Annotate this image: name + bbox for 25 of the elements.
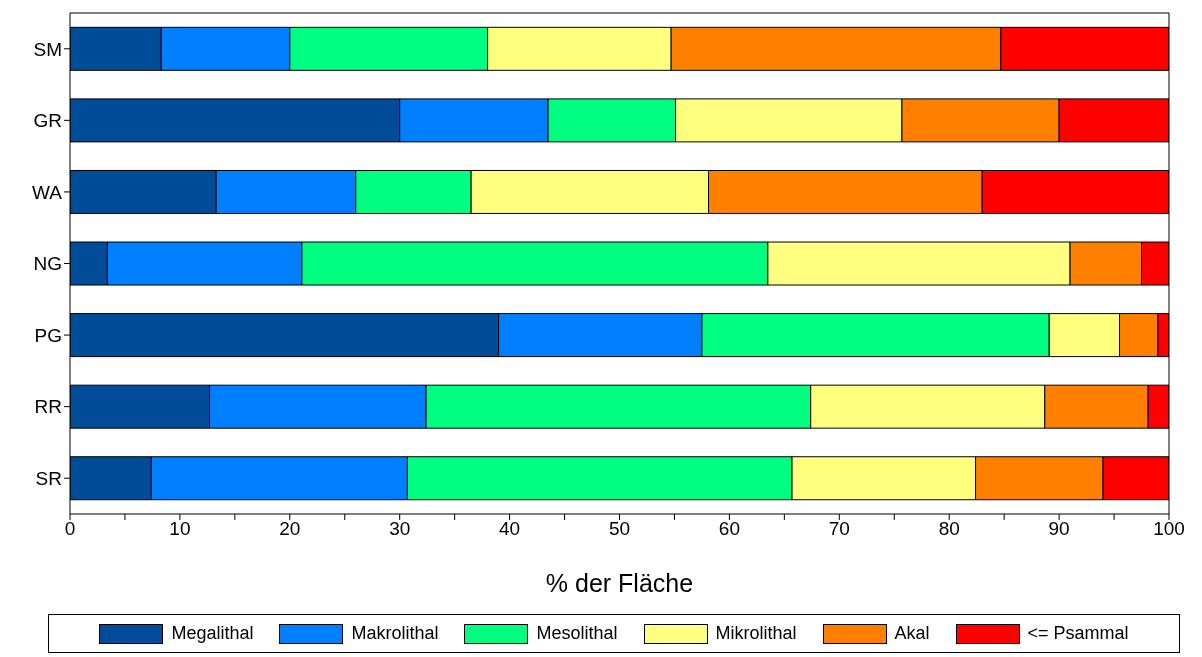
- legend-label: Makrolithal: [351, 623, 439, 644]
- x-tick-label: 100: [1153, 518, 1185, 540]
- x-tick-label: 70: [828, 518, 850, 540]
- x-tick-label: 40: [499, 518, 521, 540]
- legend-label: Mikrolithal: [715, 623, 797, 644]
- x-tick-label: 10: [169, 518, 191, 540]
- x-tick-label: 0: [64, 518, 76, 540]
- x-tick-label: 60: [718, 518, 740, 540]
- y-tick-label: WA: [32, 181, 63, 203]
- x-tick-label: 80: [938, 518, 960, 540]
- x-tick-label: 50: [608, 518, 631, 540]
- y-tick-label: PG: [34, 324, 62, 346]
- y-tick-label: GR: [33, 110, 62, 132]
- y-tick-label: NG: [33, 253, 62, 275]
- x-tick-label: 30: [389, 518, 411, 540]
- y-tick-label: SM: [33, 38, 62, 60]
- x-tick-label: 20: [279, 518, 301, 540]
- legend-label: Megalithal: [171, 623, 254, 644]
- y-tick-label: RR: [34, 396, 62, 418]
- x-axis-title: % der Fläche: [545, 569, 694, 597]
- y-tick-label: SR: [35, 467, 62, 489]
- legend-label: <= Psammal: [1027, 623, 1129, 644]
- legend-label: Mesolithal: [536, 623, 618, 644]
- legend-label: Akal: [894, 623, 930, 644]
- x-tick-label: 90: [1048, 518, 1070, 540]
